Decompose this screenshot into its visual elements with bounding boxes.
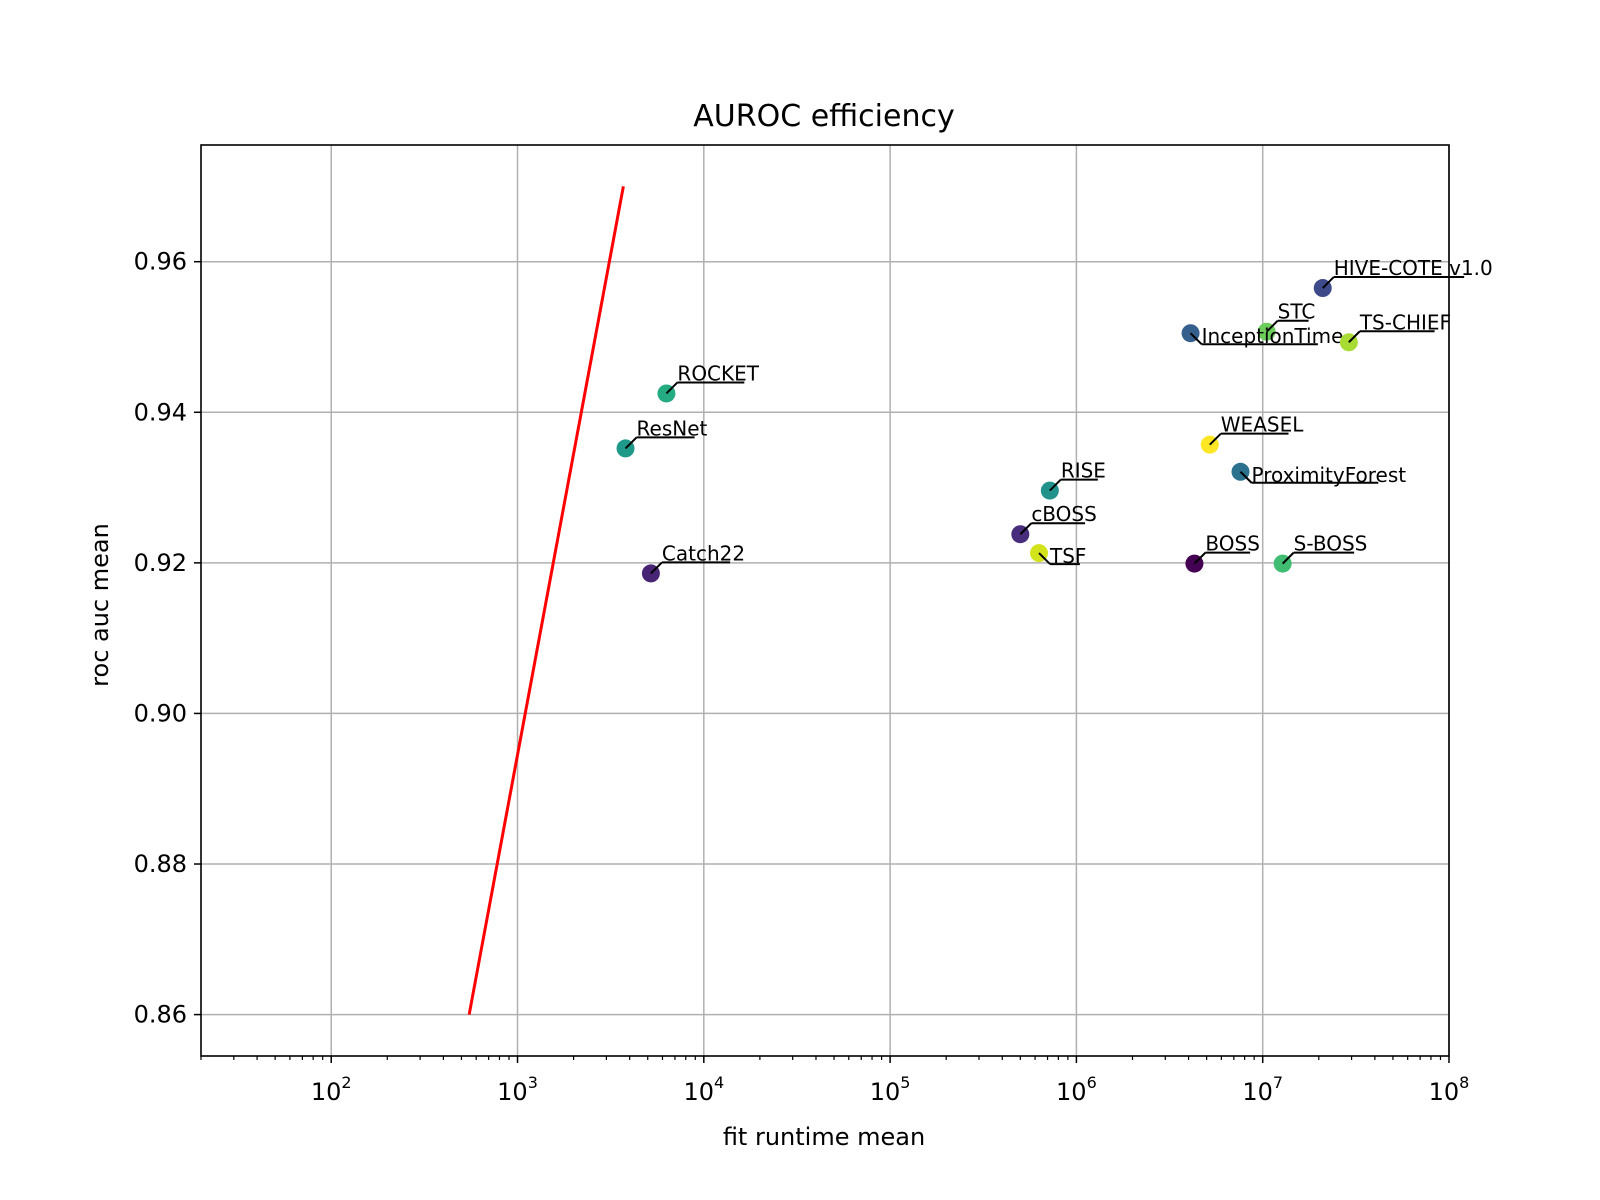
label-leader bbox=[1189, 332, 1203, 345]
data-point-group: InceptionTime bbox=[1181, 324, 1344, 348]
data-point-group: BOSS bbox=[1185, 532, 1260, 573]
x-tick-exponent: 2 bbox=[341, 1073, 351, 1092]
data-point-group: S-BOSS bbox=[1273, 532, 1368, 573]
point-label: Catch22 bbox=[662, 541, 745, 565]
x-tick-base: 10 bbox=[683, 1078, 714, 1106]
label-leader bbox=[1038, 552, 1051, 565]
x-axis-label: fit runtime mean bbox=[723, 1123, 925, 1151]
label-leader bbox=[1348, 330, 1361, 343]
data-point-group: WEASEL bbox=[1200, 413, 1304, 454]
trend-line-layer bbox=[467, 186, 625, 1015]
data-point-group: TSF bbox=[1030, 544, 1086, 568]
x-tick-base: 10 bbox=[870, 1078, 901, 1106]
data-point-group: ROCKET bbox=[657, 361, 760, 403]
x-tick-base: 10 bbox=[311, 1078, 342, 1106]
y-tick-label: 0.94 bbox=[134, 398, 187, 426]
point-label: ProximityForest bbox=[1251, 463, 1406, 487]
point-label: InceptionTime bbox=[1202, 324, 1344, 348]
data-point-group: STC bbox=[1257, 300, 1316, 341]
x-tick-label: 103 bbox=[497, 1073, 538, 1106]
data-point-group: RISE bbox=[1040, 459, 1106, 500]
data-point-group: HIVE-COTE v1.0 bbox=[1313, 256, 1493, 298]
point-label: STC bbox=[1278, 300, 1316, 324]
y-tick-label: 0.90 bbox=[134, 699, 187, 727]
data-point-group: ProximityForest bbox=[1231, 462, 1406, 487]
point-label: WEASEL bbox=[1221, 413, 1304, 437]
plot-frame bbox=[200, 144, 1450, 1057]
x-tick-exponent: 6 bbox=[1087, 1073, 1097, 1092]
point-label: TS-CHIEF bbox=[1359, 310, 1451, 334]
x-tick-exponent: 8 bbox=[1459, 1073, 1469, 1092]
x-tick-label: 102 bbox=[311, 1073, 352, 1106]
x-tick-base: 10 bbox=[497, 1078, 528, 1106]
x-tick-label: 108 bbox=[1429, 1073, 1470, 1106]
y-tick-label: 0.88 bbox=[134, 850, 187, 878]
data-point-group: Catch22 bbox=[641, 541, 745, 583]
x-tick-exponent: 5 bbox=[900, 1073, 910, 1092]
label-leader bbox=[1209, 432, 1222, 446]
y-tick-label: 0.86 bbox=[134, 1001, 187, 1029]
point-label: cBOSS bbox=[1031, 502, 1097, 526]
label-leader bbox=[1239, 471, 1253, 484]
x-tick-exponent: 7 bbox=[1273, 1073, 1283, 1092]
x-tick-base: 10 bbox=[1242, 1078, 1273, 1106]
label-leader bbox=[1049, 478, 1062, 492]
y-tick-label: 0.96 bbox=[134, 248, 187, 276]
x-tick-label: 107 bbox=[1242, 1073, 1283, 1106]
label-leader bbox=[624, 436, 638, 450]
x-tick-base: 10 bbox=[1429, 1078, 1460, 1106]
label-leader bbox=[1281, 551, 1295, 565]
label-leader bbox=[665, 381, 679, 395]
label-leader bbox=[1322, 276, 1335, 289]
point-label: S-BOSS bbox=[1294, 532, 1368, 556]
label-leader bbox=[650, 561, 663, 575]
label-leader bbox=[1193, 551, 1207, 565]
label-leader bbox=[1265, 320, 1279, 333]
trend-line bbox=[467, 186, 625, 1015]
x-tick-exponent: 3 bbox=[528, 1073, 538, 1092]
y-axis-label: roc auc mean bbox=[86, 523, 114, 687]
data-point-group: cBOSS bbox=[1011, 502, 1097, 544]
chart-title: AUROC efficiency bbox=[693, 99, 954, 134]
x-tick-label: 105 bbox=[870, 1073, 911, 1106]
label-leader bbox=[1019, 522, 1033, 535]
data-point-group: TS-CHIEF bbox=[1339, 310, 1451, 352]
x-tick-exponent: 4 bbox=[714, 1073, 724, 1092]
point-label: TSF bbox=[1049, 544, 1086, 568]
point-label: BOSS bbox=[1205, 532, 1260, 556]
point-label: HIVE-COTE v1.0 bbox=[1334, 256, 1493, 280]
y-tick-label: 0.92 bbox=[134, 549, 187, 577]
data-point-group: ResNet bbox=[616, 416, 708, 458]
point-label: ROCKET bbox=[677, 361, 759, 385]
point-label: ResNet bbox=[637, 416, 708, 440]
x-tick-base: 10 bbox=[1056, 1078, 1087, 1106]
x-tick-label: 104 bbox=[683, 1073, 724, 1106]
x-tick-label: 106 bbox=[1056, 1073, 1097, 1106]
point-label: RISE bbox=[1061, 459, 1106, 483]
